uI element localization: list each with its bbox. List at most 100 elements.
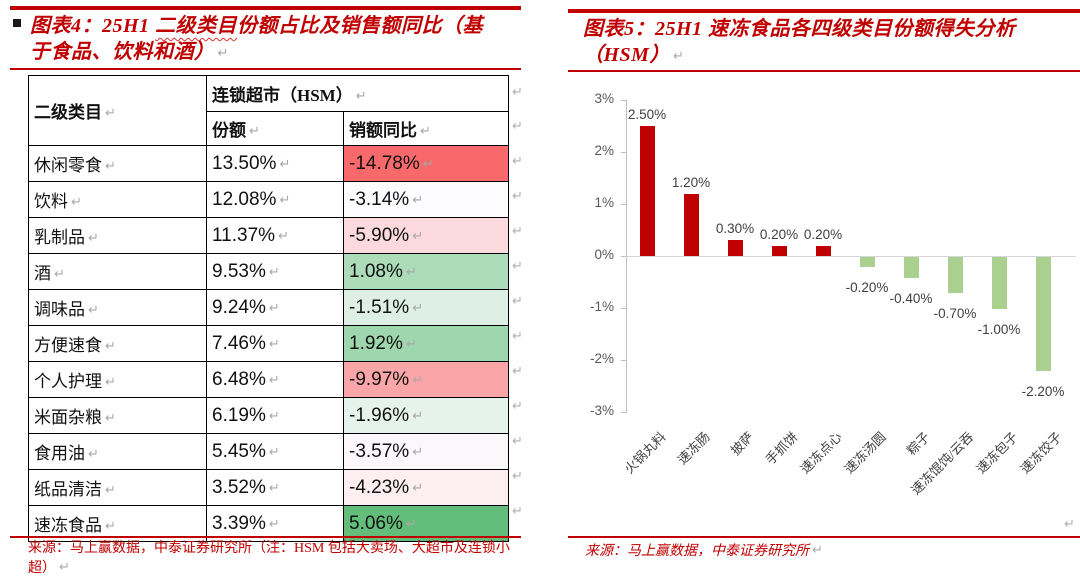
right-top-rule (568, 9, 1080, 13)
category-cell: 休闲零食 ↵ (28, 145, 207, 182)
paragraph-mark: ↵ (105, 375, 116, 390)
paragraph-mark: ↵ (412, 192, 424, 208)
yoy-cell: -1.51% ↵ (342, 289, 510, 326)
paragraph-mark: ↵ (249, 124, 260, 139)
paragraph-mark: ↵ (512, 294, 523, 309)
table-row: 速冻食品 ↵ 3.39% ↵ 5.06% ↵ (28, 505, 510, 542)
left-title-line2-text: 于食品、饮料和酒） (30, 41, 215, 63)
y-tick-label: 1% (594, 195, 614, 210)
paragraph-mark: ↵ (268, 480, 280, 496)
bar-data-label: 2.50% (627, 107, 667, 122)
paragraph-mark: ↵ (105, 339, 116, 354)
col-header-category: 二级类目 ↵ (28, 75, 207, 146)
category-cell: 调味品 ↵ (28, 289, 207, 326)
paragraph-mark: ↵ (278, 228, 289, 244)
bar (771, 245, 787, 256)
paragraph-mark: ↵ (1064, 517, 1075, 532)
paragraph-mark: ↵ (422, 156, 434, 172)
paragraph-mark: ↵ (268, 300, 280, 316)
x-category-label: 速冻点心 (797, 429, 845, 477)
right-title-line1: 图表5：25H1 速冻食品各四级类目份额得失分析 (583, 16, 1079, 42)
paragraph-mark: ↵ (105, 519, 116, 534)
left-source-text: 来源：马上赢数据，中泰证券研究所（注：HSM 包括大卖场、大超市及连锁小超） (28, 541, 510, 576)
col-header-yoy-text: 销额同比 (349, 121, 417, 140)
paragraph-mark: ↵ (105, 106, 116, 121)
yoy-cell: -4.23% ↵ (342, 469, 510, 506)
frozen-food-bar-chart: 3% 2% 1% 0% -1% -2% -3% 2.50% 火锅丸料 1.20% 速冻肠 0.30% 披… (568, 75, 1080, 532)
paragraph-mark: ↵ (105, 411, 116, 426)
paragraph-mark: ↵ (412, 444, 424, 460)
col-header-share-text: 份额 (212, 121, 246, 140)
x-category-label: 速冻汤圆 (841, 429, 889, 477)
yoy-cell: 1.92% ↵ (342, 325, 510, 362)
paragraph-mark: ↵ (512, 399, 523, 414)
paragraph-mark: ↵ (279, 192, 291, 208)
x-category-label: 速冻饺子 (1017, 429, 1065, 477)
paragraph-mark: ↵ (512, 434, 523, 449)
table-row: 个人护理 ↵ 6.48% ↵ -9.97% ↵ (28, 361, 510, 398)
table-row: 方便速食 ↵ 7.46% ↵ 1.92% ↵ (28, 325, 510, 362)
y-tick-label: -3% (589, 403, 614, 418)
table-row: 食用油 ↵ 5.45% ↵ -3.57% ↵ (28, 433, 510, 470)
paragraph-mark: ↵ (268, 516, 280, 532)
yoy-cell: -9.97% ↵ (342, 361, 510, 398)
share-cell: 5.45% ↵ (206, 433, 344, 470)
paragraph-mark: ↵ (268, 372, 280, 388)
paragraph-mark: ↵ (512, 469, 523, 484)
category-cell: 米面杂粮 ↵ (28, 397, 207, 434)
share-cell: 7.46% ↵ (206, 325, 344, 362)
category-cell: 方便速食 ↵ (28, 325, 207, 362)
bar-data-label: 1.20% (671, 174, 711, 190)
table-row: 酒 ↵ 9.53% ↵ 1.08% ↵ (28, 253, 510, 290)
table-row: 纸品清洁 ↵ 3.52% ↵ -4.23% ↵ (28, 469, 510, 506)
paragraph-mark: ↵ (512, 224, 523, 239)
bar-data-label: -0.40% (889, 290, 933, 306)
share-cell: 6.48% ↵ (206, 361, 344, 398)
bar-data-label: 0.20% (803, 226, 843, 242)
x-category-label: 火锅丸料 (621, 429, 669, 477)
paragraph-mark: ↵ (512, 154, 523, 169)
right-bottom-rule (568, 536, 1080, 538)
paragraph-mark: ↵ (355, 89, 367, 104)
y-tick-label: -1% (589, 299, 614, 314)
share-cell: 9.24% ↵ (206, 289, 344, 326)
right-source-text: 来源：马上赢数据，中泰证券研究所 (585, 544, 809, 559)
share-cell: 11.37% ↵ (206, 217, 344, 254)
bar (859, 257, 875, 268)
paragraph-mark: ↵ (59, 560, 70, 575)
yoy-cell: -5.90% ↵ (342, 217, 510, 254)
paragraph-mark: ↵ (512, 329, 523, 344)
right-title-line2: （HSM） ↵ (583, 42, 1079, 70)
paragraph-mark: ↵ (672, 49, 685, 64)
y-tick-label: 0% (594, 247, 614, 262)
paragraph-mark: ↵ (512, 189, 523, 204)
category-cell: 食用油 ↵ (28, 433, 207, 470)
paragraph-mark: ↵ (268, 336, 280, 352)
col-header-hsm: 连锁超市（HSM） ↵ (205, 75, 510, 112)
yoy-cell: -3.57% ↵ (342, 433, 510, 470)
category-cell: 饮料 ↵ (28, 181, 207, 218)
paragraph-mark: ↵ (412, 408, 424, 424)
y-axis-tick (621, 152, 626, 153)
table-row: 饮料 ↵ 12.08% ↵ -3.14% ↵ (28, 181, 510, 218)
share-cell: 9.53% ↵ (206, 253, 344, 290)
x-category-label: 披萨 (727, 429, 757, 459)
table-header-row-2: 份额 ↵ 销额同比 ↵ (29, 111, 510, 146)
left-bottom-rule (10, 536, 521, 538)
paragraph-mark: ↵ (420, 124, 431, 139)
zero-line (626, 256, 1076, 257)
paragraph-mark: ↵ (405, 264, 417, 280)
category-cell: 纸品清洁 ↵ (28, 469, 207, 506)
y-axis-tick (621, 256, 626, 257)
right-title-rule (568, 70, 1080, 72)
table-row: 乳制品 ↵ 11.37% ↵ -5.90% ↵ (28, 217, 510, 254)
paragraph-mark: ↵ (88, 303, 99, 318)
bar (683, 193, 699, 256)
right-source-note: 来源：马上赢数据，中泰证券研究所 ↵ (585, 541, 1065, 561)
paragraph-mark: ↵ (217, 46, 229, 61)
category-cell: 酒 ↵ (28, 253, 207, 290)
bar (947, 257, 963, 294)
paragraph-mark: ↵ (512, 119, 523, 134)
paragraph-mark: ↵ (54, 267, 65, 282)
